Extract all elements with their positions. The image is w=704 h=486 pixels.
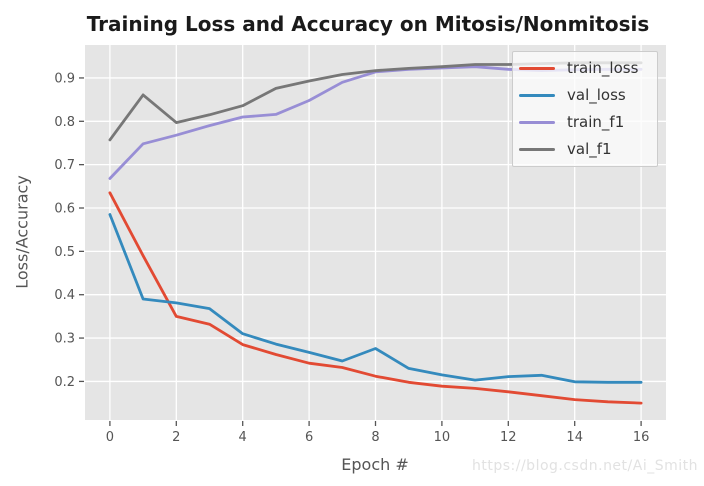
- chart-title: Training Loss and Accuracy on Mitosis/No…: [86, 12, 650, 36]
- y-tick-label: 0.5: [54, 245, 75, 260]
- x-tick-label: 16: [633, 430, 650, 445]
- series-line-train_loss: [108, 191, 643, 405]
- legend-line-swatch: [519, 121, 555, 124]
- legend-label: val_f1: [567, 140, 612, 158]
- legend-line-swatch: [519, 148, 555, 151]
- legend-line-swatch: [519, 67, 555, 70]
- x-tick-label: 8: [371, 430, 379, 445]
- y-tick-label: 0.8: [54, 115, 75, 130]
- legend-item-train_f1: train_f1: [519, 109, 651, 136]
- y-tick-label: 0.2: [54, 375, 75, 390]
- legend-label: train_loss: [567, 59, 639, 77]
- y-tick-label: 0.6: [54, 202, 75, 217]
- watermark-text: https://blog.csdn.net/Ai_Smith: [472, 458, 698, 474]
- y-tick-label: 0.4: [54, 288, 75, 303]
- x-tick-label: 6: [305, 430, 313, 445]
- x-tick-label: 10: [434, 430, 451, 445]
- y-tick-label: 0.3: [54, 332, 75, 347]
- legend-label: train_f1: [567, 113, 625, 131]
- legend-item-val_f1: val_f1: [519, 136, 651, 163]
- legend-label: val_loss: [567, 86, 626, 104]
- series-line-val_loss: [108, 213, 643, 384]
- x-tick-label: 12: [500, 430, 517, 445]
- x-tick-label: 4: [239, 430, 247, 445]
- x-axis-label: Epoch #: [341, 455, 409, 474]
- y-tick-label: 0.9: [54, 71, 75, 86]
- x-tick-label: 2: [172, 430, 180, 445]
- legend-item-train_loss: train_loss: [519, 55, 651, 82]
- x-tick-label: 14: [566, 430, 583, 445]
- x-tick-label: 0: [106, 430, 114, 445]
- legend-item-val_loss: val_loss: [519, 82, 651, 109]
- y-axis-label: Loss/Accuracy: [12, 175, 32, 289]
- legend-line-swatch: [519, 94, 555, 97]
- y-tick-label: 0.7: [54, 158, 75, 173]
- legend: train_loss val_loss train_f1 val_f1: [512, 51, 658, 167]
